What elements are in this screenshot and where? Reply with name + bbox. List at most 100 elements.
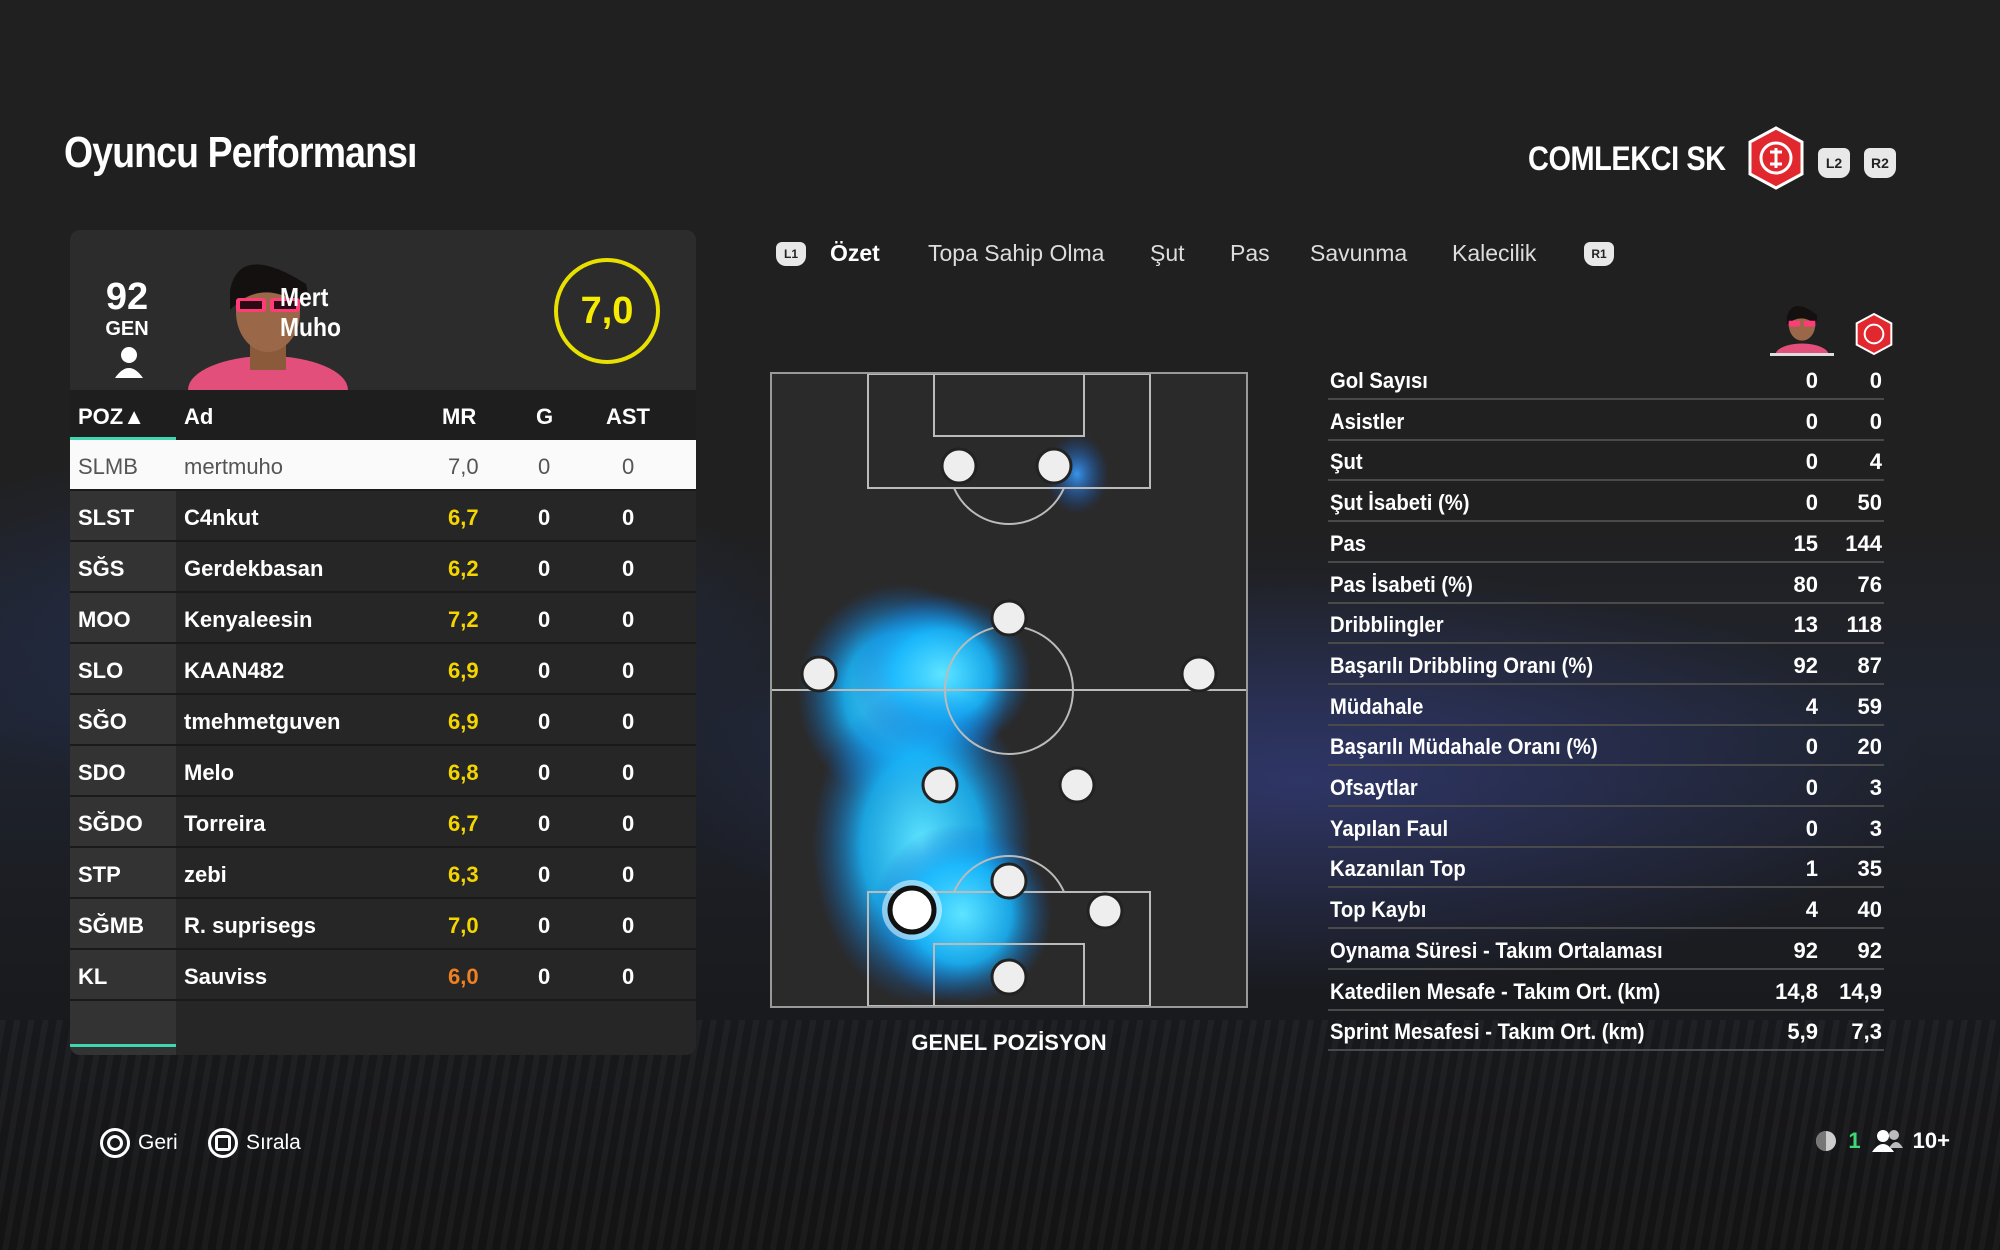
tab-ozet[interactable]: Özet [830, 240, 880, 266]
team-name: COMLEKCI SK [1528, 140, 1726, 178]
row-name: Kenyaleesin [184, 607, 313, 632]
row-position: MOO [78, 607, 131, 632]
stat-player-value: 0 [1805, 449, 1818, 475]
row-goals: 0 [538, 454, 551, 479]
row-assists: 0 [622, 811, 635, 836]
stat-player-value: 4 [1805, 693, 1818, 719]
r1-button[interactable]: R1 [1584, 242, 1614, 266]
row-assists: 0 [622, 454, 635, 479]
row-goals: 0 [538, 862, 551, 887]
tab-topa-sahip-olma[interactable]: Topa Sahip Olma [928, 240, 1105, 266]
stat-row: Şut 0 4 [1328, 441, 1884, 482]
pitch-label: GENEL POZİSYON [911, 1030, 1107, 1055]
stat-row: Yapılan Faul 0 3 [1328, 808, 1884, 848]
stat-player-value: 92 [1793, 937, 1818, 963]
stat-row: Şut İsabeti (%) 0 50 [1328, 482, 1884, 523]
stat-player-value: 4 [1805, 897, 1818, 923]
online-count: 1 [1848, 1128, 1861, 1153]
player-row[interactable]: SLST C4nkut 6,7 0 0 [70, 491, 696, 542]
row-match-rating: 7,2 [448, 607, 479, 632]
player-portrait-icon [188, 264, 348, 390]
stat-team-value: 20 [1857, 734, 1882, 760]
col-header-assists[interactable]: AST [606, 404, 650, 429]
stat-team-value: 118 [1846, 612, 1883, 638]
stat-label: Kazanılan Top [1330, 856, 1466, 882]
row-goals: 0 [538, 964, 551, 989]
pitch-heatmap [770, 372, 1248, 1008]
player-card: 92 GEN Mert Muho 7,0 [70, 230, 696, 390]
player-row[interactable]: SĞMB R. suprisegs 7,0 0 0 [70, 899, 696, 950]
stadium-background [0, 1020, 2000, 1250]
stat-row: Top Kaybı 4 40 [1328, 889, 1884, 930]
player-row[interactable]: SĞS Gerdekbasan 6,2 0 0 [70, 542, 696, 593]
col-header-goals[interactable]: G [536, 404, 554, 429]
sort-hint[interactable]: Sırala [208, 1128, 301, 1158]
stat-row: Ofsaytlar 0 3 [1328, 767, 1884, 807]
row-position: SĞMB [78, 913, 144, 938]
stat-row: Müdahale 4 59 [1328, 686, 1884, 726]
stat-team-value: 35 [1857, 856, 1882, 882]
player-row[interactable]: KL Sauviss 6,0 0 0 [70, 950, 696, 1001]
tab-savunma[interactable]: Savunma [1310, 240, 1408, 266]
back-hint[interactable]: Geri [100, 1128, 178, 1158]
row-position: SDO [78, 760, 126, 785]
player-name: Mert Muho [280, 282, 341, 342]
row-match-rating: 6,2 [448, 556, 479, 581]
player-row[interactable]: SĞO tmehmetguven 6,9 0 0 [70, 695, 696, 746]
col-header-name[interactable]: Ad [184, 404, 214, 429]
stat-label: Top Kaybı [1330, 897, 1427, 923]
stat-label: Müdahale [1330, 693, 1424, 719]
stat-team-value: 87 [1857, 652, 1882, 678]
col-header-pos[interactable]: POZ▲ [78, 404, 145, 429]
stat-team-value: 76 [1857, 571, 1882, 597]
l2-button[interactable]: L2 [1818, 148, 1850, 178]
stat-player-value: 0 [1805, 408, 1818, 434]
stat-team-value: 7,3 [1851, 1019, 1882, 1045]
tab-pas[interactable]: Pas [1230, 240, 1270, 266]
players-group-icon [1871, 1130, 1903, 1152]
row-match-rating: 6,3 [448, 862, 479, 887]
col-header-mr[interactable]: MR [442, 404, 477, 429]
stat-label: Dribblingler [1330, 612, 1444, 638]
stat-team-value: 0 [1869, 368, 1882, 393]
player-overall: 92 [105, 276, 149, 318]
row-name: tmehmetguven [184, 709, 341, 734]
player-avatar-icon [1770, 306, 1834, 356]
player-row[interactable]: MOO Kenyaleesin 7,2 0 0 [70, 593, 696, 644]
r2-button[interactable]: R2 [1864, 148, 1896, 178]
row-assists: 0 [622, 709, 635, 734]
player-row[interactable]: SLMB mertmuho 7,0 0 0 [70, 440, 696, 491]
row-goals: 0 [538, 811, 551, 836]
player-row[interactable]: SDO Melo 6,8 0 0 [70, 746, 696, 797]
globe-icon [1816, 1131, 1837, 1151]
l1-button[interactable]: L1 [776, 242, 806, 266]
stat-player-value: 13 [1793, 612, 1818, 638]
stat-player-value: 0 [1805, 775, 1818, 800]
player-row[interactable]: STP zebi 6,3 0 0 [70, 848, 696, 899]
row-goals: 0 [538, 556, 551, 581]
row-assists: 0 [622, 658, 635, 683]
row-name: zebi [184, 862, 227, 887]
stat-row: Asistler 0 0 [1328, 401, 1884, 441]
row-position: SLO [78, 658, 124, 683]
stat-player-value: 0 [1805, 815, 1818, 841]
row-goals: 0 [538, 709, 551, 734]
players-count: 10+ [1912, 1128, 1950, 1153]
player-match-rating: 7,0 [554, 258, 660, 364]
stat-player-value: 1 [1805, 856, 1818, 882]
row-position: STP [78, 862, 121, 887]
player-row[interactable]: SĞDO Torreira 6,7 0 0 [70, 797, 696, 848]
stat-label: Gol Sayısı [1330, 368, 1428, 393]
stat-player-value: 80 [1793, 571, 1818, 597]
stat-label: Pas [1330, 530, 1367, 556]
stat-label: Sprint Mesafesi - Takım Ort. (km) [1330, 1019, 1645, 1045]
tab-kalecilik[interactable]: Kalecilik [1452, 240, 1537, 266]
tab-sut[interactable]: Şut [1150, 240, 1185, 266]
player-row[interactable]: SLO KAAN482 6,9 0 0 [70, 644, 696, 695]
stat-row: Pas İsabeti (%) 80 76 [1328, 564, 1884, 604]
stat-row: Dribblingler 13 118 [1328, 604, 1884, 645]
stat-team-value: 40 [1857, 897, 1882, 923]
row-position: SLMB [78, 454, 138, 479]
stat-label: Ofsaytlar [1330, 775, 1418, 800]
stat-team-value: 0 [1869, 408, 1882, 434]
